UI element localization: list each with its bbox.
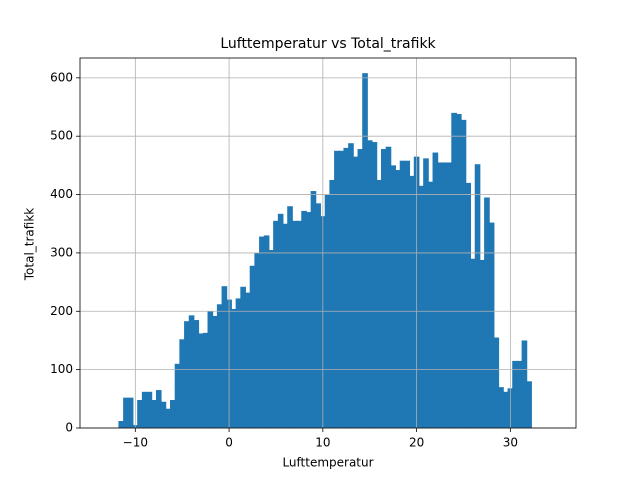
bar [263, 235, 270, 428]
bar [446, 162, 453, 428]
bar [366, 140, 373, 429]
bar [460, 119, 467, 428]
bar [498, 387, 504, 428]
y-tick-label: 300 [50, 245, 73, 259]
bar [179, 339, 186, 428]
bar [184, 321, 190, 428]
bar [273, 220, 279, 428]
bar [291, 220, 298, 428]
bar [174, 363, 181, 428]
bar [249, 265, 256, 428]
bar [390, 165, 396, 428]
x-tick-label: 20 [409, 436, 424, 450]
bar [198, 333, 204, 428]
bar [362, 73, 368, 429]
bar [371, 142, 378, 429]
bar [193, 320, 200, 428]
x-tick-label: 10 [315, 436, 330, 450]
bar [470, 258, 476, 428]
bar [432, 152, 439, 428]
x-tick-label: 0 [225, 436, 233, 450]
bar [221, 286, 228, 428]
bar [474, 164, 481, 428]
bar [170, 399, 176, 428]
bar [301, 210, 307, 428]
bar [305, 212, 312, 428]
bar [155, 390, 162, 428]
bar [455, 114, 462, 428]
bar [404, 160, 411, 428]
bar [146, 391, 153, 428]
bar [521, 340, 528, 428]
bar [441, 162, 448, 428]
bar [516, 360, 523, 428]
bar [188, 315, 195, 428]
x-tick-label: 30 [503, 436, 518, 450]
bar [493, 337, 500, 428]
bar [259, 236, 265, 428]
bar [502, 391, 509, 428]
bar [310, 191, 317, 428]
bar [334, 150, 340, 428]
bar [235, 298, 242, 428]
y-tick-label: 600 [50, 70, 73, 84]
bar [296, 220, 303, 428]
bar [437, 162, 443, 428]
bar [376, 179, 382, 428]
bar [479, 259, 486, 428]
bar [423, 158, 429, 429]
bar [245, 292, 251, 428]
bar [230, 308, 237, 428]
bar [484, 197, 490, 428]
bar [277, 213, 284, 428]
y-axis-label: Total_trafikk [23, 208, 37, 282]
bar [141, 391, 148, 428]
bar [202, 332, 209, 428]
bar [123, 397, 129, 428]
bar [488, 222, 495, 428]
bar [399, 160, 406, 428]
bar [526, 381, 532, 428]
bar [380, 149, 387, 428]
bar [151, 399, 157, 428]
bar [165, 408, 171, 428]
bar [268, 250, 275, 428]
bar [357, 149, 364, 428]
bar [118, 420, 125, 428]
bar [282, 223, 289, 428]
bar [395, 170, 401, 428]
bar [427, 181, 434, 428]
y-tick-label: 200 [50, 304, 73, 318]
bar [287, 206, 293, 428]
bar [240, 286, 246, 428]
y-tick-label: 400 [50, 187, 73, 201]
bar [329, 179, 336, 428]
x-tick-label: −10 [123, 436, 148, 450]
bar [160, 401, 167, 428]
bar [216, 304, 223, 428]
bar [352, 156, 359, 429]
bar [512, 360, 518, 428]
y-tick-label: 0 [65, 421, 73, 435]
bar [338, 150, 345, 428]
bar [343, 147, 350, 428]
bar [418, 185, 425, 428]
bar [348, 143, 354, 428]
plot-frame [79, 57, 577, 429]
bar [137, 399, 143, 428]
chart-title: Lufttemperatur vs Total_trafikk [220, 36, 436, 52]
y-tick-label: 100 [50, 362, 73, 376]
x-axis-label: Lufttemperatur [282, 456, 373, 470]
bar [315, 203, 321, 428]
bar [212, 315, 218, 428]
bar [409, 175, 415, 428]
bar [127, 397, 134, 428]
bar [385, 146, 392, 429]
y-tick-label: 500 [50, 129, 73, 143]
bar [451, 112, 457, 429]
bar [465, 182, 471, 428]
bar [254, 252, 261, 428]
